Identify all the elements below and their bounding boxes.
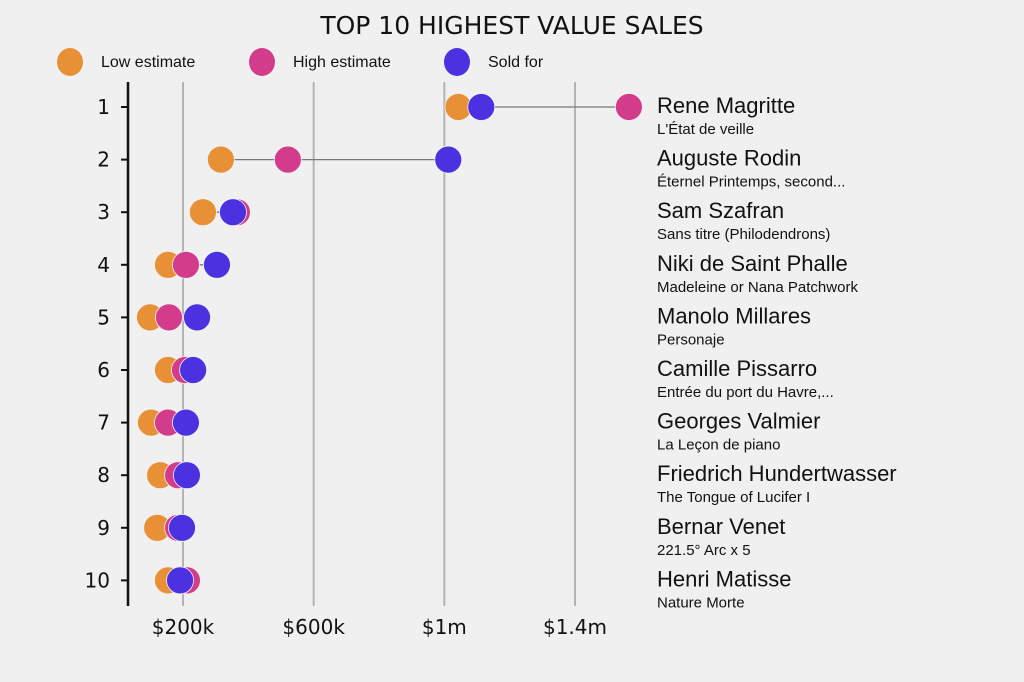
- y-tick-label: 5: [97, 305, 110, 329]
- artist-name: Bernar Venet: [657, 514, 785, 539]
- dot-sold: [203, 250, 231, 279]
- y-tick-label: 4: [97, 253, 110, 277]
- artist-name: Manolo Millares: [657, 303, 811, 328]
- x-tick-label: $600k: [282, 615, 345, 639]
- artwork-title: Éternel Printemps, second...: [657, 174, 845, 191]
- grid: [182, 82, 576, 606]
- x-tick-label: $1.4m: [543, 615, 607, 639]
- artwork-title: Madeleine or Nana Patchwork: [657, 279, 858, 296]
- artist-name: Rene Magritte: [657, 93, 795, 118]
- artwork-title: L'État de veille: [657, 121, 754, 138]
- row-labels: Rene Magritte L'État de veille Auguste Rod…: [657, 93, 897, 611]
- x-tick-label: $200k: [152, 615, 215, 639]
- artwork-title: Entrée du port du Havre,...: [657, 384, 834, 401]
- dot-high: [273, 145, 302, 174]
- artwork-title: Nature Morte: [657, 594, 745, 611]
- chart-title: TOP 10 HIGHEST VALUE SALES: [319, 11, 703, 40]
- dot-sold: [166, 566, 194, 595]
- x-tick-label: $1m: [422, 615, 467, 639]
- dot-sold: [168, 513, 196, 542]
- dot-sold: [467, 93, 496, 121]
- artwork-title: La Leçon de piano: [657, 437, 780, 454]
- dot-low: [206, 145, 235, 174]
- artist-name: Sam Szafran: [657, 198, 784, 223]
- artwork-title: The Tongue of Lucifer I: [657, 489, 810, 506]
- axes: $200k $600k $1m $1.4m 1 2 3 4 5 6 7 8 9 10: [85, 82, 607, 639]
- legend-marker-high: [249, 48, 275, 76]
- y-tick-label: 8: [97, 463, 110, 487]
- marks: [136, 93, 643, 595]
- legend-label-high: High estimate: [293, 54, 391, 71]
- y-tick-label: 10: [85, 568, 110, 592]
- legend-label-low: Low estimate: [101, 54, 195, 71]
- dot-high: [172, 250, 200, 279]
- y-tick-label: 9: [97, 516, 110, 540]
- artwork-title: 221.5° Arc x 5: [657, 542, 751, 559]
- legend-marker-low: [57, 48, 83, 76]
- artist-name: Auguste Rodin: [657, 146, 801, 171]
- y-tick-label: 6: [97, 358, 110, 382]
- artist-name: Friedrich Hundertwasser: [657, 461, 897, 486]
- y-tick-label: 2: [97, 148, 110, 172]
- artwork-title: Sans titre (Philodendrons): [657, 226, 830, 243]
- artist-name: Henri Matisse: [657, 566, 791, 591]
- dot-sold: [434, 145, 463, 174]
- dot-sold: [219, 198, 247, 227]
- y-tick-label: 1: [97, 95, 110, 119]
- dot-sold: [183, 303, 211, 332]
- dot-sold: [172, 408, 200, 437]
- dot-sold: [173, 461, 201, 490]
- artist-name: Camille Pissarro: [657, 356, 817, 381]
- y-tick-label: 7: [97, 411, 110, 435]
- y-tick-label: 3: [97, 200, 110, 224]
- legend-label-sold: Sold for: [488, 54, 544, 71]
- legend-marker-sold: [444, 48, 470, 76]
- dot-high: [155, 303, 183, 332]
- legend: Low estimate High estimate Sold for: [57, 48, 544, 76]
- dot-high: [615, 93, 643, 121]
- artist-name: Niki de Saint Phalle: [657, 251, 848, 276]
- artwork-title: Personaje: [657, 331, 725, 348]
- dot-low: [189, 198, 217, 227]
- artist-name: Georges Valmier: [657, 409, 820, 434]
- dot-sold: [179, 356, 208, 384]
